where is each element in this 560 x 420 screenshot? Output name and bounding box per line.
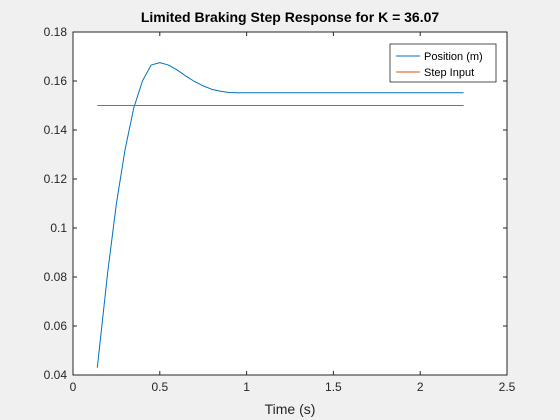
x-tick-label: 2 [417,380,424,394]
x-tick-label: 1.5 [325,380,342,394]
x-tick-label: 1 [243,380,250,394]
x-tick-label: 0 [70,380,77,394]
series-line-position [96,62,464,368]
x-axis: 0 0.5 1 1.5 2 2.5 [70,32,516,394]
y-axis: 0.04 0.06 0.08 0.1 0.12 0.14 0.16 0.18 [44,25,507,382]
y-tick-label: 0.16 [44,74,68,88]
y-tick-label: 0.08 [44,270,68,284]
x-tick-label: 0.5 [151,380,168,394]
y-tick-label: 0.06 [44,319,68,333]
series-lines [96,62,464,368]
legend: Position (m) Step Input [389,43,497,83]
y-tick-label: 0.1 [50,221,67,235]
y-tick-label: 0.04 [44,368,68,382]
x-tick-label: 2.5 [499,380,516,394]
y-tick-label: 0.18 [44,25,68,39]
legend-label-step-input: Step Input [424,67,474,79]
plot-area [73,32,507,375]
y-tick-label: 0.12 [44,172,68,186]
y-tick-label: 0.14 [44,123,68,137]
x-axis-label: Time (s) [265,401,316,417]
legend-box [389,43,497,83]
chart-title: Limited Braking Step Response for K = 36… [141,9,440,25]
axes-box [72,31,508,376]
legend-label-position: Position (m) [424,51,483,63]
